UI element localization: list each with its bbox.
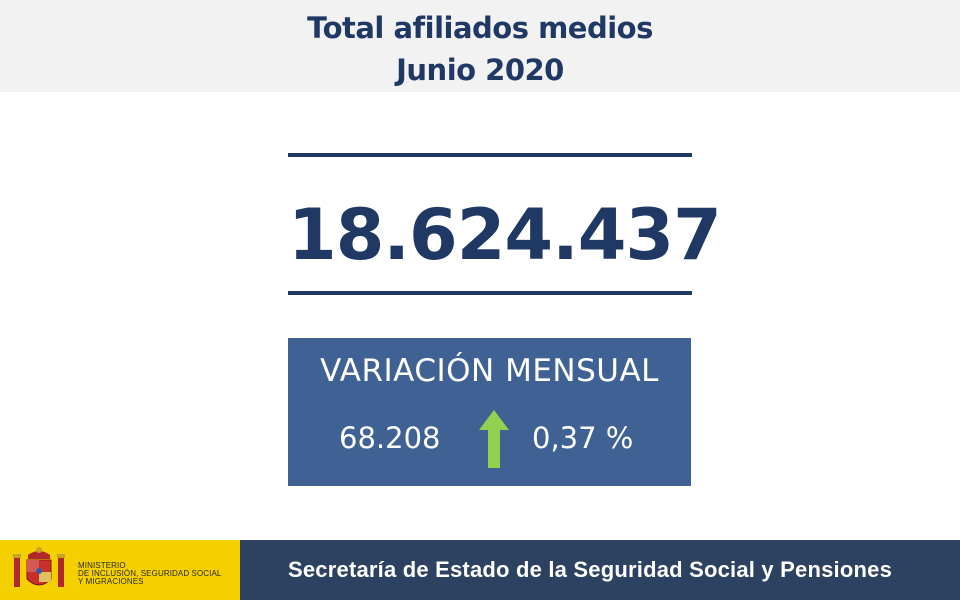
- monthly-variation-percent: 0,37 %: [532, 421, 634, 455]
- footer-bar: Secretaría de Estado de la Seguridad Soc…: [240, 540, 960, 600]
- bottom-divider: [288, 291, 692, 295]
- header: Total afiliados medios Junio 2020: [0, 0, 960, 92]
- arrow-up-icon: [479, 410, 509, 468]
- page-title: Total afiliados medios: [307, 11, 653, 45]
- secretariat-name: Secretaría de Estado de la Seguridad Soc…: [288, 557, 893, 582]
- ministry-name: MINISTERIO DE INCLUSIÓN, SEGURIDAD SOCIA…: [78, 562, 221, 586]
- ministry-name-line2: DE INCLUSIÓN, SEGURIDAD SOCIAL: [78, 569, 222, 578]
- total-affiliates-value: 18.624.437: [288, 194, 722, 276]
- monthly-variation-box: VARIACIÓN MENSUAL 68.208 0,37 %: [288, 338, 691, 486]
- top-divider: [288, 153, 692, 157]
- ministry-name-line3: Y MIGRACIONES: [78, 577, 144, 586]
- ministry-name-line1: MINISTERIO: [78, 561, 126, 570]
- monthly-variation-absolute: 68.208: [339, 421, 441, 455]
- coat-of-arms-icon: [13, 547, 65, 587]
- monthly-variation-title: VARIACIÓN MENSUAL: [320, 353, 659, 389]
- page-subtitle-period: Junio 2020: [396, 53, 564, 87]
